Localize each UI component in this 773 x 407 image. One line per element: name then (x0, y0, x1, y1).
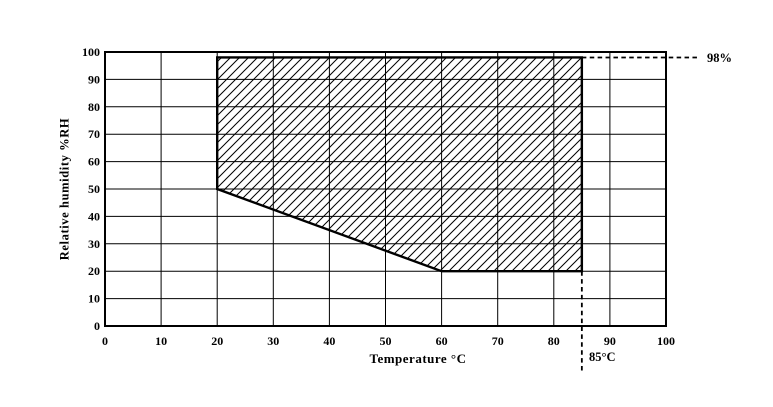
y-tick-label: 0 (94, 319, 100, 333)
x-tick-label: 20 (211, 334, 223, 348)
y-tick-label: 60 (88, 155, 100, 169)
annotation-line-layer (580, 56, 698, 372)
x-tick-label: 80 (548, 334, 560, 348)
x-tick-label: 100 (657, 334, 675, 348)
y-tick-label: 10 (88, 292, 100, 306)
x-tick-label: 30 (267, 334, 279, 348)
shaded-region-layer (215, 56, 584, 273)
y-tick-label: 90 (88, 72, 100, 86)
y-axis-tick-labels: 0 10 20 30 40 50 60 70 80 90 100 (82, 45, 100, 333)
y-tick-label: 100 (82, 45, 100, 59)
y-tick-label: 80 (88, 100, 100, 114)
y-tick-label: 20 (88, 264, 100, 278)
annotation-label-85-celsius: 85°C (589, 350, 616, 364)
x-tick-label: 60 (436, 334, 448, 348)
x-tick-label: 70 (492, 334, 504, 348)
x-tick-label: 0 (102, 334, 108, 348)
x-tick-label: 10 (155, 334, 167, 348)
allowed-operating-region-polygon (215, 56, 584, 273)
y-axis-title: Relative humidity %RH (57, 117, 72, 261)
y-tick-label: 40 (88, 209, 100, 223)
x-tick-label: 50 (380, 334, 392, 348)
x-tick-label: 90 (604, 334, 616, 348)
annotation-label-98-percent: 98% (707, 51, 732, 65)
x-axis-title: Temperature °C (369, 351, 467, 366)
y-tick-label: 50 (88, 182, 100, 196)
x-tick-label: 40 (323, 334, 335, 348)
x-axis-tick-labels: 0 10 20 30 40 50 60 70 80 90 100 (102, 334, 675, 348)
plot-border (104, 51, 667, 327)
y-tick-label: 30 (88, 237, 100, 251)
y-tick-label: 70 (88, 127, 100, 141)
